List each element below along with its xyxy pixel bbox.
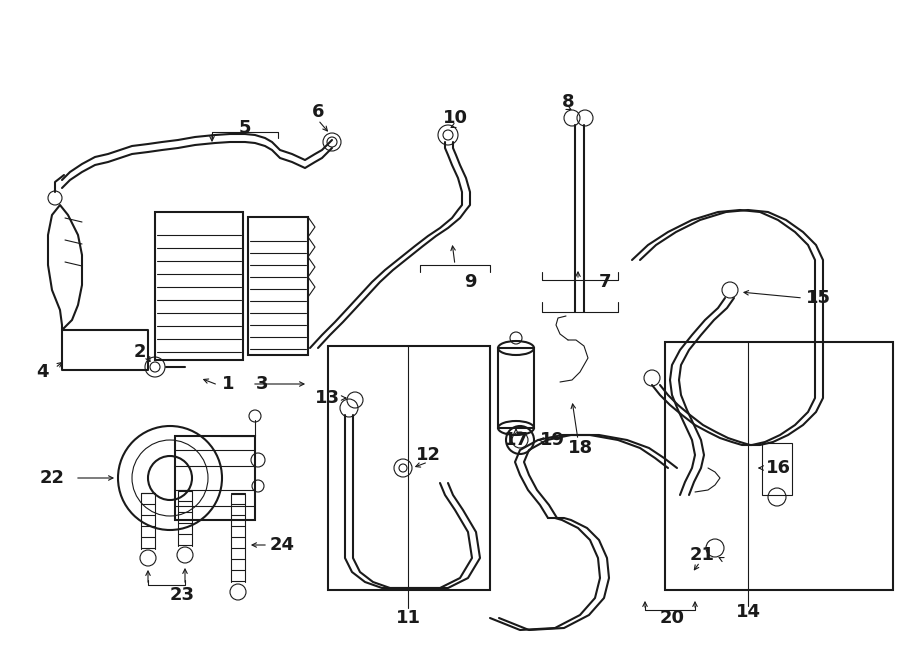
Text: 15: 15 [806, 289, 831, 307]
Text: 13: 13 [315, 389, 340, 407]
Text: 6: 6 [311, 103, 324, 121]
Bar [155, 212, 243, 360]
Bar [175, 436, 255, 520]
Text: 4: 4 [36, 363, 49, 381]
Bar [328, 346, 490, 590]
Text: 19: 19 [539, 431, 564, 449]
Text: 24: 24 [269, 536, 294, 554]
Text: 2: 2 [134, 343, 146, 361]
Bar [762, 443, 792, 495]
Text: 7: 7 [598, 273, 611, 291]
Text: 17: 17 [503, 431, 528, 449]
Text: 16: 16 [766, 459, 790, 477]
Text: 10: 10 [443, 109, 467, 127]
Text: 11: 11 [395, 609, 420, 627]
Text: 20: 20 [660, 609, 685, 627]
Text: 1: 1 [221, 375, 234, 393]
Text: 22: 22 [40, 469, 65, 487]
Text: 14: 14 [735, 603, 760, 621]
Bar [498, 348, 534, 428]
Text: 21: 21 [689, 546, 715, 564]
Bar [248, 217, 308, 355]
Text: 8: 8 [562, 93, 574, 111]
Text: 5: 5 [238, 119, 251, 137]
Text: 3: 3 [256, 375, 268, 393]
Text: 18: 18 [567, 439, 592, 457]
Text: 23: 23 [169, 586, 194, 604]
Text: 12: 12 [416, 446, 440, 464]
Bar [665, 342, 893, 590]
Text: 9: 9 [464, 273, 476, 291]
